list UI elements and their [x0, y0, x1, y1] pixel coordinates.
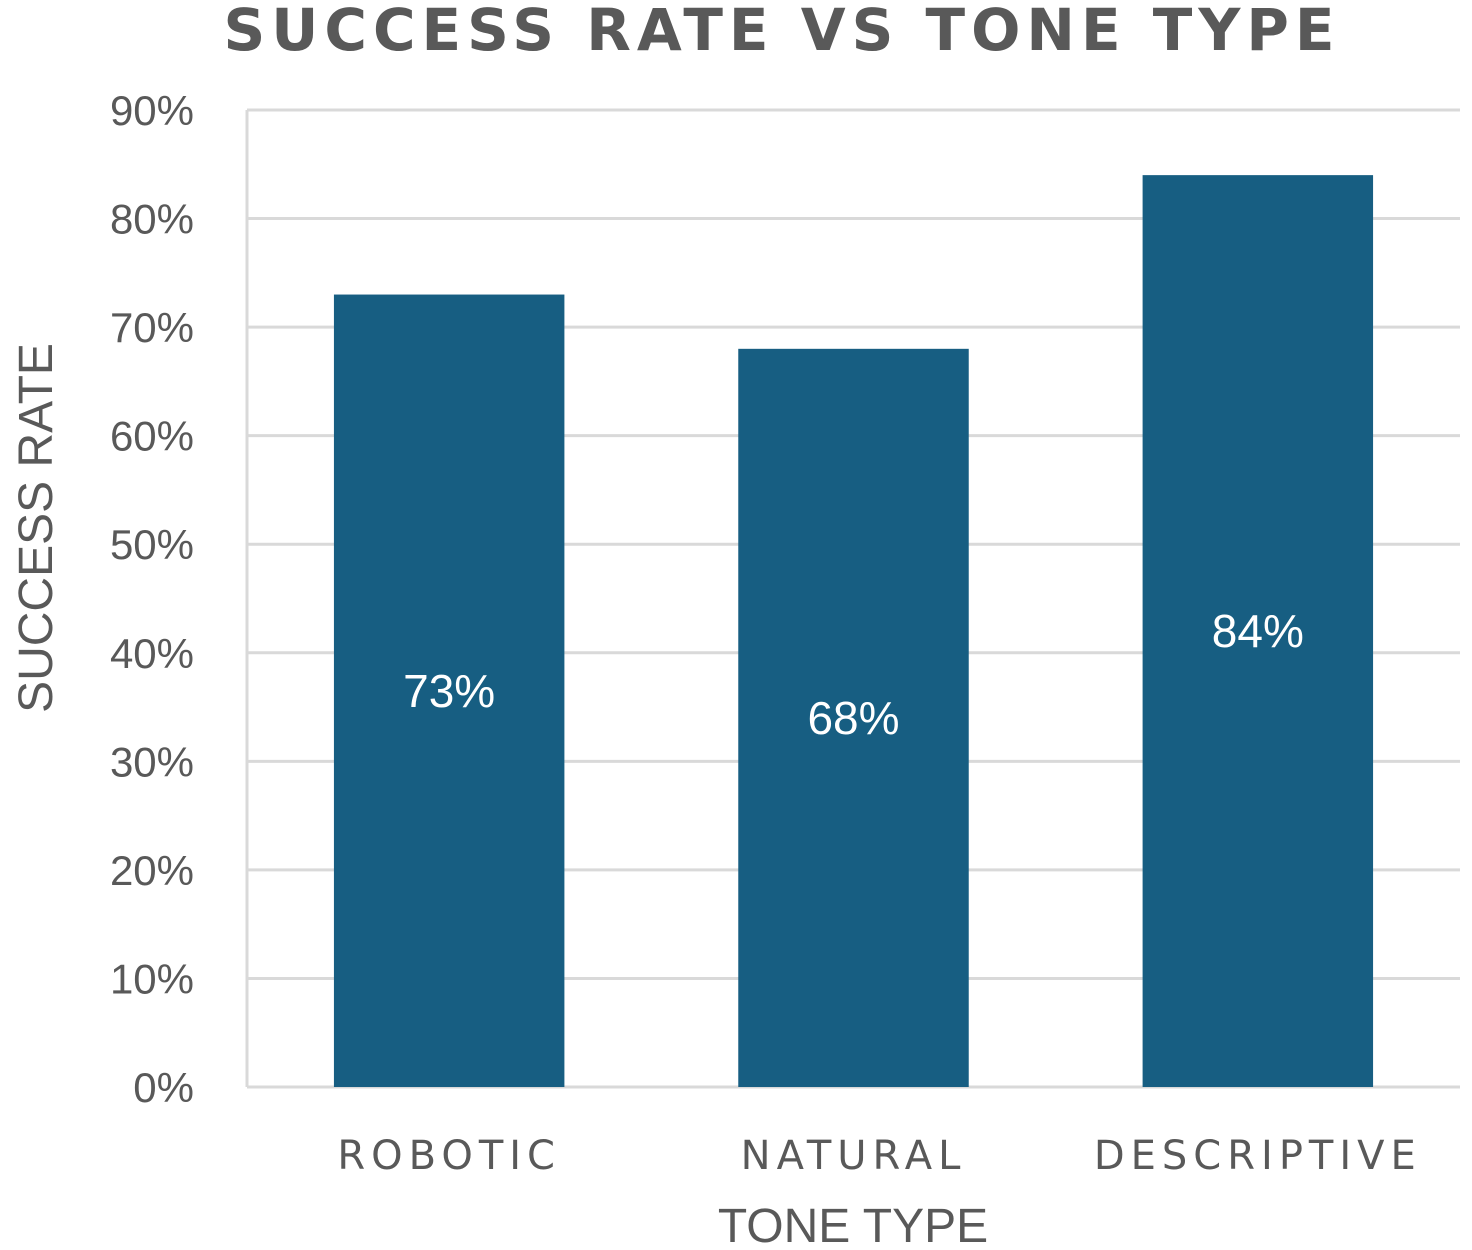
y-axis-title: SUCCESS RATE: [10, 343, 63, 713]
bar: [1142, 175, 1374, 1088]
x-tick-label: ROBOTIC: [337, 1133, 561, 1179]
y-tick-label: 20%: [110, 847, 194, 894]
y-tick-label: 80%: [110, 196, 194, 243]
data-label: 68%: [807, 692, 899, 744]
y-tick-label: 30%: [110, 738, 194, 785]
y-tick-label: 60%: [110, 413, 194, 460]
bar: [738, 348, 969, 1087]
x-tick-label: NATURAL: [741, 1133, 967, 1179]
y-tick-label: 0%: [133, 1064, 194, 1111]
x-tick-label: DESCRIPTIVE: [1094, 1133, 1422, 1179]
data-label: 73%: [403, 665, 495, 717]
y-tick-label: 10%: [110, 955, 194, 1002]
x-axis-categories: ROBOTIC NATURAL DESCRIPTIVE: [337, 1133, 1422, 1179]
bar: [333, 294, 565, 1087]
data-label: 84%: [1212, 605, 1304, 657]
y-axis-ticks: 0% 10% 20% 30% 40% 50% 60% 70% 80% 90%: [110, 87, 194, 1111]
y-tick-label: 40%: [110, 630, 194, 677]
chart-title: SUCCESS RATE VS TONE TYPE: [224, 0, 1341, 64]
y-tick-label: 90%: [110, 87, 194, 134]
y-tick-label: 50%: [110, 521, 194, 568]
bars: 73% 68% 84%: [333, 175, 1374, 1088]
x-axis-title: TONE TYPE: [718, 1200, 988, 1250]
y-tick-label: 70%: [110, 304, 194, 351]
